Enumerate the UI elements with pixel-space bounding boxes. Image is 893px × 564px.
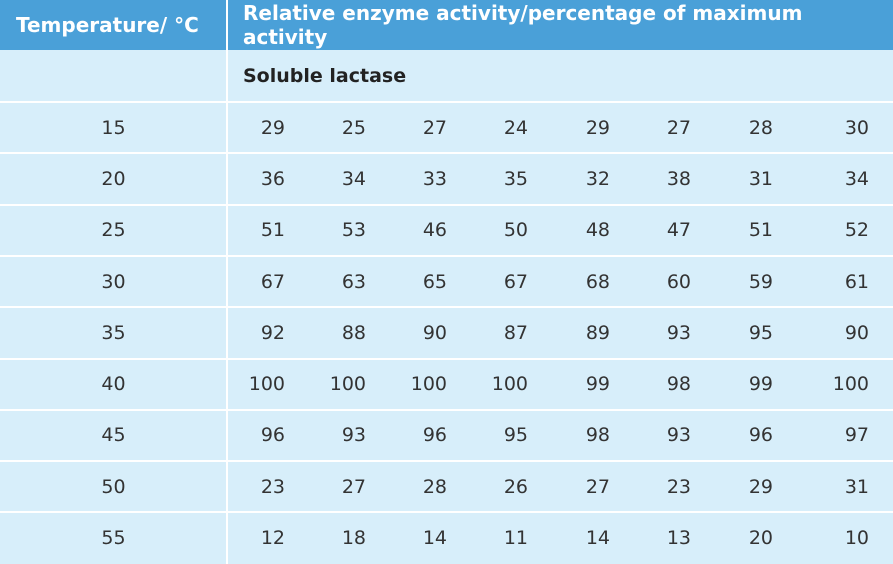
activity-cell: 59 <box>748 270 773 293</box>
activity-cell: 100 <box>329 373 366 396</box>
activity-cell: 93 <box>341 424 366 447</box>
header-cell: Temperature/ °C <box>0 0 227 50</box>
temperature-cell: 45 <box>101 424 126 447</box>
activity-cell: 68 <box>585 270 610 293</box>
activity-cell: 29 <box>260 116 285 139</box>
activity-cell: 28 <box>748 116 773 139</box>
subheader-cell: Soluble lactase <box>243 65 407 87</box>
activity-cell: 31 <box>748 167 773 190</box>
activity-cell: 23 <box>260 475 285 498</box>
activity-cell: 38 <box>666 167 691 190</box>
activity-cell: 88 <box>341 321 366 344</box>
activity-cell: 29 <box>585 116 610 139</box>
activity-cell: 23 <box>666 475 691 498</box>
activity-cell: 52 <box>844 219 869 242</box>
activity-cell: 34 <box>844 167 869 190</box>
activity-cell: 96 <box>260 424 285 447</box>
activity-cell: 46 <box>422 219 447 242</box>
activity-cell: 11 <box>503 527 528 550</box>
temperature-cell: 25 <box>101 219 126 242</box>
activity-cell: 34 <box>341 167 366 190</box>
activity-cell: 100 <box>248 373 285 396</box>
activity-cell: 99 <box>585 373 610 396</box>
activity-cell: 28 <box>422 475 447 498</box>
temperature-cell: 40 <box>101 373 126 396</box>
activity-cell: 95 <box>748 321 773 344</box>
activity-cell: 98 <box>666 373 691 396</box>
row-divider <box>0 460 893 463</box>
activity-cell: 48 <box>585 219 610 242</box>
activity-cell: 14 <box>422 527 447 550</box>
activity-cell: 36 <box>260 167 285 190</box>
activity-cell: 87 <box>503 321 528 344</box>
activity-cell: 27 <box>585 475 610 498</box>
activity-cell: 24 <box>503 116 528 139</box>
activity-cell: 51 <box>260 219 285 242</box>
activity-cell: 100 <box>832 373 869 396</box>
activity-cell: 67 <box>260 270 285 293</box>
activity-cell: 93 <box>666 321 691 344</box>
column-divider <box>226 0 228 564</box>
activity-cell: 95 <box>503 424 528 447</box>
activity-cell: 26 <box>503 475 528 498</box>
activity-cell: 25 <box>341 116 366 139</box>
row-divider <box>0 101 893 103</box>
activity-cell: 97 <box>844 424 869 447</box>
activity-cell: 99 <box>748 373 773 396</box>
activity-cell: 93 <box>666 424 691 447</box>
header-cell: Relative enzyme activity/percentage of m… <box>227 0 893 50</box>
row-divider <box>0 511 893 514</box>
activity-cell: 100 <box>410 373 447 396</box>
activity-cell: 29 <box>748 475 773 498</box>
activity-cell: 27 <box>341 475 366 498</box>
activity-cell: 30 <box>844 116 869 139</box>
activity-cell: 32 <box>585 167 610 190</box>
activity-cell: 63 <box>341 270 366 293</box>
temperature-cell: 50 <box>101 475 126 498</box>
activity-cell: 92 <box>260 321 285 344</box>
activity-cell: 14 <box>585 527 610 550</box>
activity-cell: 27 <box>422 116 447 139</box>
activity-cell: 18 <box>341 527 366 550</box>
activity-cell: 96 <box>422 424 447 447</box>
activity-cell: 12 <box>260 527 285 550</box>
temperature-cell: 35 <box>101 321 126 344</box>
temperature-cell: 55 <box>101 527 126 550</box>
activity-cell: 61 <box>844 270 869 293</box>
temperature-cell: 20 <box>101 167 126 190</box>
activity-cell: 90 <box>422 321 447 344</box>
activity-cell: 33 <box>422 167 447 190</box>
activity-cell: 31 <box>844 475 869 498</box>
activity-cell: 20 <box>748 527 773 550</box>
activity-cell: 35 <box>503 167 528 190</box>
row-divider <box>0 306 893 309</box>
activity-cell: 47 <box>666 219 691 242</box>
activity-cell: 13 <box>666 527 691 550</box>
activity-cell: 53 <box>341 219 366 242</box>
activity-cell: 90 <box>844 321 869 344</box>
row-divider <box>0 254 893 257</box>
row-divider <box>0 408 893 411</box>
activity-cell: 98 <box>585 424 610 447</box>
activity-cell: 27 <box>666 116 691 139</box>
activity-cell: 10 <box>844 527 869 550</box>
activity-cell: 100 <box>491 373 528 396</box>
activity-cell: 96 <box>748 424 773 447</box>
activity-cell: 65 <box>422 270 447 293</box>
activity-cell: 89 <box>585 321 610 344</box>
row-divider <box>0 203 893 206</box>
temperature-cell: 30 <box>101 270 126 293</box>
activity-cell: 50 <box>503 219 528 242</box>
activity-cell: 67 <box>503 270 528 293</box>
row-divider <box>0 357 893 360</box>
activity-cell: 60 <box>666 270 691 293</box>
temperature-cell: 15 <box>101 116 126 139</box>
row-divider <box>0 152 893 155</box>
activity-cell: 51 <box>748 219 773 242</box>
